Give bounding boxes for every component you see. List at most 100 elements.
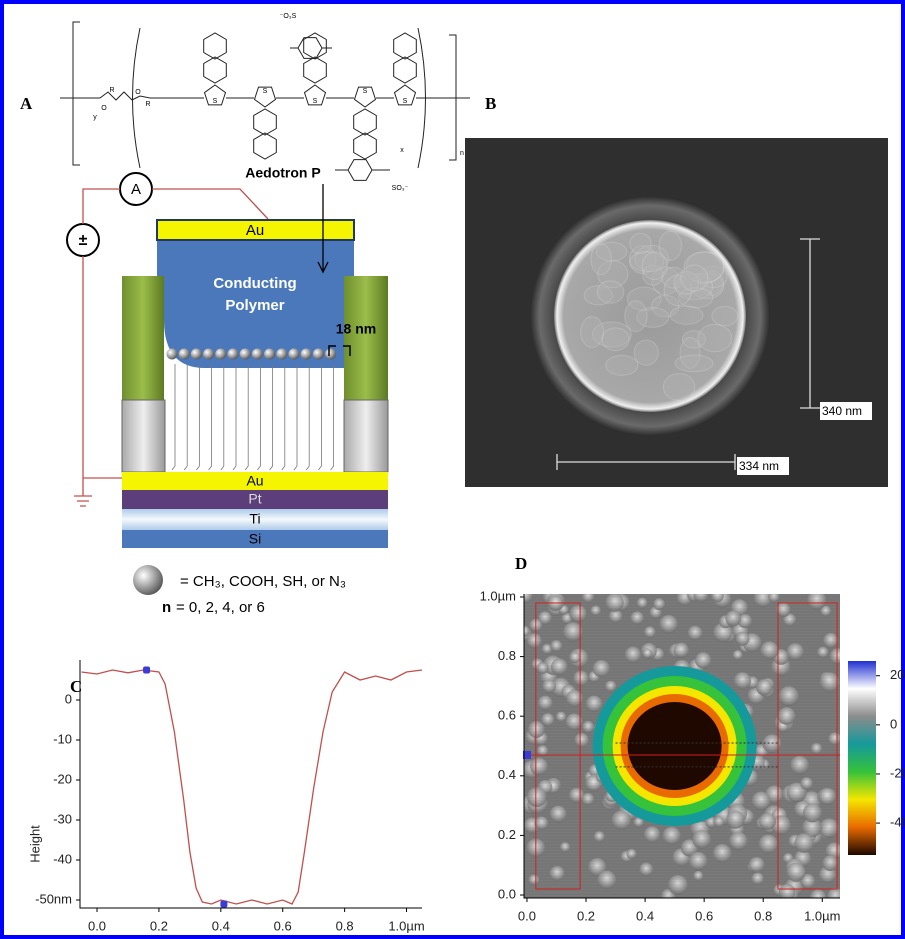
grain xyxy=(712,306,738,325)
marker xyxy=(220,901,227,908)
layer-label: Ti xyxy=(249,511,260,527)
y-tick-label: 0.4 xyxy=(498,767,516,782)
sphere xyxy=(289,349,300,360)
grain xyxy=(787,643,804,660)
grain xyxy=(662,827,680,845)
scale-label: 340 nm xyxy=(822,404,862,418)
grain xyxy=(625,301,647,332)
grain xyxy=(551,659,568,676)
grain xyxy=(778,707,796,725)
structure-label: S xyxy=(213,98,218,105)
structure-label: y xyxy=(93,114,97,121)
x-tick-label: 0.0 xyxy=(518,908,536,923)
x-tick-label: 0.4 xyxy=(212,918,230,933)
page: { "panels": { "a": { "label": "A", "stru… xyxy=(0,0,905,939)
structure-label: R xyxy=(145,101,150,108)
source-label: ± xyxy=(79,232,88,249)
structure-label: S xyxy=(403,98,408,105)
grain xyxy=(625,647,641,663)
grain xyxy=(642,252,667,280)
layer-label: Au xyxy=(246,473,263,489)
y-tick-label: 0.8 xyxy=(498,648,516,663)
scale-label: 334 nm xyxy=(739,459,779,473)
panel-label: B xyxy=(485,94,496,113)
y-tick-label: -40 xyxy=(53,851,72,866)
y-tick-label: 0.2 xyxy=(498,827,516,842)
grain xyxy=(634,340,658,365)
grain xyxy=(530,758,548,776)
x-tick-label: 0.0 xyxy=(88,918,106,933)
sphere xyxy=(264,349,275,360)
legend-text: = 0, 2, 4, or 6 xyxy=(176,599,265,616)
grain xyxy=(630,233,651,253)
legend-sphere xyxy=(133,565,163,595)
sphere xyxy=(276,349,287,360)
y-tick-label: -30 xyxy=(53,811,72,826)
grain xyxy=(698,324,732,351)
structure-label: x xyxy=(400,147,404,154)
structure-label: O xyxy=(101,105,107,112)
grain xyxy=(586,696,603,713)
sphere xyxy=(167,349,178,360)
colorbar-label: -20 xyxy=(890,765,905,780)
x-tick-label: 0.8 xyxy=(754,908,772,923)
y-tick-label: 0.6 xyxy=(498,708,516,723)
grain xyxy=(670,306,703,324)
legend-text: = CH₃, COOH, SH, or N₃ xyxy=(180,573,346,590)
y-tick-label: -50nm xyxy=(35,891,72,906)
layer-label: Pt xyxy=(248,491,261,507)
y-tick-label: -10 xyxy=(53,731,72,746)
sphere xyxy=(203,349,214,360)
afm-image xyxy=(517,587,846,905)
grain xyxy=(560,842,570,852)
sphere xyxy=(252,349,263,360)
grain xyxy=(597,281,624,303)
structure-label: O xyxy=(135,89,141,96)
sphere xyxy=(179,349,190,360)
electrode-label: Au xyxy=(246,222,264,239)
grain xyxy=(569,605,586,622)
sphere xyxy=(191,349,202,360)
y-tick-label: 0 xyxy=(65,691,72,706)
grain xyxy=(713,844,732,863)
grain xyxy=(729,832,748,851)
x-tick-label: 1.0µm xyxy=(804,908,840,923)
grain xyxy=(581,317,604,348)
structure-label: S xyxy=(263,88,268,95)
sphere xyxy=(325,349,336,360)
figure: A A ± Au Conducting Polymer Au Pt Ti Si … xyxy=(0,0,905,939)
grain xyxy=(550,806,567,823)
pillar xyxy=(344,276,388,400)
x-tick-label: 0.8 xyxy=(336,918,354,933)
structure-label: S xyxy=(313,98,318,105)
grain xyxy=(819,788,836,805)
grain xyxy=(681,265,708,291)
sphere xyxy=(313,349,324,360)
x-tick-label: 0.6 xyxy=(274,918,292,933)
grain xyxy=(663,374,694,401)
sphere xyxy=(240,349,251,360)
structure-label: SO₃⁻ xyxy=(392,185,409,192)
grain xyxy=(675,355,713,372)
structure-label: ⁻O₃S xyxy=(280,13,297,20)
grain xyxy=(828,733,841,746)
x-tick-label: 0.6 xyxy=(695,908,713,923)
annotation: Aedotron P xyxy=(245,165,320,181)
sphere xyxy=(301,349,312,360)
grain xyxy=(590,605,600,615)
legend-text: n xyxy=(162,599,171,616)
polymer-label: Polymer xyxy=(225,297,284,314)
ammeter-label: A xyxy=(131,181,141,198)
grain xyxy=(823,633,838,648)
sphere xyxy=(228,349,239,360)
polymer-label: Conducting xyxy=(213,275,296,292)
grain xyxy=(591,244,611,274)
structure-label: S xyxy=(363,88,368,95)
grain xyxy=(602,328,629,351)
colorbar-label: 0 xyxy=(890,716,897,731)
y-tick-label: 0.0 xyxy=(498,886,516,901)
block xyxy=(122,400,165,472)
block xyxy=(344,400,388,472)
panel-label: A xyxy=(20,94,33,113)
colorbar xyxy=(848,661,876,855)
